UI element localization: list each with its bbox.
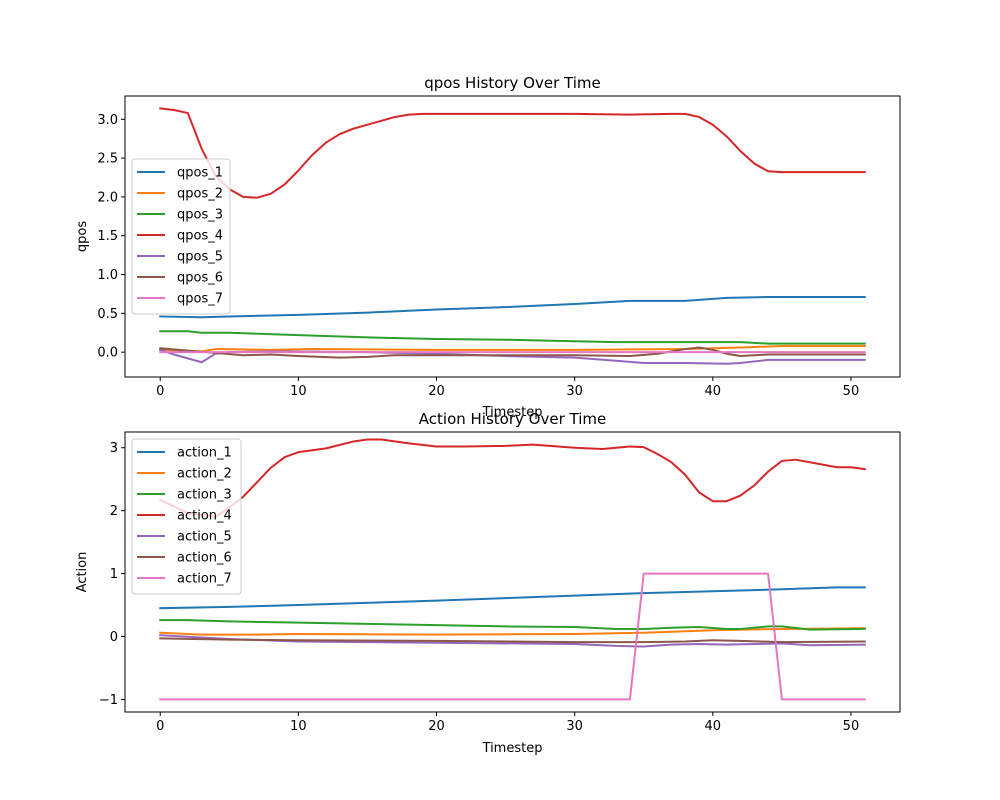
series-line-action_1 (159, 586, 866, 610)
x-tick-label: 30 (566, 719, 583, 734)
y-tick-label: 1 (110, 567, 118, 582)
series-line-action_3 (159, 619, 866, 631)
x-tick-label: 0 (156, 719, 164, 734)
y-tick-label: −1 (99, 693, 118, 708)
y-tick-label: 2 (110, 504, 118, 519)
legend-label-action_1: action_1 (177, 446, 232, 461)
legend-label-qpos_3: qpos_3 (177, 208, 223, 223)
y-tick-label: 2.5 (97, 152, 118, 167)
legend-label-qpos_5: qpos_5 (177, 250, 223, 265)
series-group (158, 438, 866, 701)
chart-title: qpos History Over Time (424, 74, 601, 92)
x-tick-label: 30 (566, 384, 583, 399)
axes-frame (124, 431, 901, 713)
x-tick-label: 10 (290, 384, 307, 399)
chart-title: Action History Over Time (419, 410, 606, 428)
y-tick-label: 0.0 (97, 346, 118, 361)
x-tick-label: 20 (428, 384, 445, 399)
y-tick-label: 2.0 (97, 190, 118, 205)
y-tick-label: 3 (110, 441, 118, 456)
series-line-action_2 (159, 627, 866, 636)
legend-label-action_5: action_5 (177, 530, 232, 545)
y-tick-label: 0 (110, 630, 118, 645)
x-tick-label: 40 (705, 384, 722, 399)
x-tick-label: 40 (705, 719, 722, 734)
series-group (158, 107, 866, 365)
legend-label-action_6: action_6 (177, 551, 232, 566)
series-line-qpos_2 (159, 344, 866, 353)
legend-label-qpos_6: qpos_6 (177, 271, 223, 286)
legend-label-qpos_2: qpos_2 (177, 187, 223, 202)
legend-label-qpos_1: qpos_1 (177, 166, 223, 181)
series-line-qpos_3 (159, 330, 866, 345)
y-axis-label: qpos (75, 221, 90, 252)
legend-label-action_4: action_4 (177, 509, 232, 524)
series-line-qpos_1 (159, 296, 866, 319)
x-tick-label: 0 (156, 384, 164, 399)
x-tick-label: 20 (428, 719, 445, 734)
legend-box (131, 438, 242, 595)
series-line-qpos_4 (159, 107, 866, 199)
x-tick-label: 50 (843, 384, 860, 399)
series-line-action_5 (159, 634, 866, 648)
legend-label-action_2: action_2 (177, 467, 232, 482)
series-line-action_6 (159, 637, 866, 644)
legend: action_1 action_2 action_3 action_4 action_5… (131, 438, 242, 595)
x-tick-label: 50 (843, 719, 860, 734)
legend: qpos_1 qpos_2 qpos_3 qpos_4 qpos_5 qpos_6qpos… (131, 158, 231, 315)
legend-label-qpos_4: qpos_4 (177, 229, 223, 244)
y-tick-label: 3.0 (97, 113, 118, 128)
qpos-chart: 0 10 20 30 40 50 0.0 0.5 1.0 1.5 2.0 2.5 3.0 qpos His… (75, 74, 901, 420)
y-tick-label: 1.5 (97, 229, 118, 244)
legend-label-qpos_7: qpos_7 (177, 292, 223, 307)
series-line-action_7 (159, 572, 866, 701)
y-tick-label: 1.0 (97, 268, 118, 283)
action-chart: 0 10 20 30 40 50 −1 0 1 2 3 Action History Over Tim… (75, 410, 901, 756)
axes-frame (124, 95, 901, 378)
y-tick-label: 0.5 (97, 307, 118, 322)
legend-label-action_7: action_7 (177, 572, 232, 587)
x-axis-label: Timestep (482, 405, 543, 420)
x-axis-label: Timestep (482, 741, 543, 756)
x-tick-label: 10 (290, 719, 307, 734)
series-line-action_4 (158, 438, 866, 518)
legend-box (131, 158, 231, 315)
y-axis-label: Action (75, 552, 90, 593)
legend-label-action_3: action_3 (177, 488, 232, 503)
